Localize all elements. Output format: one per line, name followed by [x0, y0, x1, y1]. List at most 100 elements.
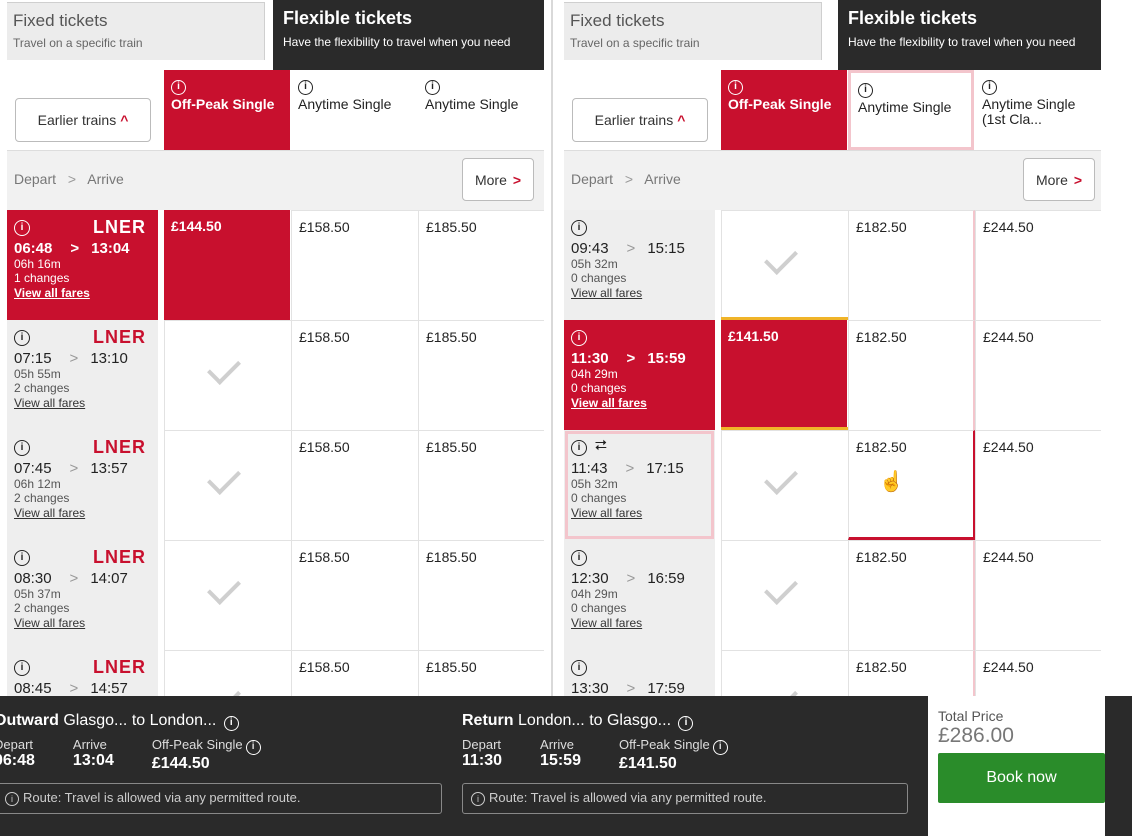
info-icon[interactable]: i: [14, 220, 30, 236]
info-icon[interactable]: i: [712, 740, 728, 755]
train-cell[interactable]: i LNER 08:30 >14:07 05h 37m 2 changes Vie…: [7, 540, 158, 650]
fare-cell[interactable]: £158.50: [291, 540, 418, 650]
fare-cell[interactable]: £158.50: [291, 210, 418, 320]
fare-cell-checkmark[interactable]: [721, 540, 848, 650]
depart-time: 09:43: [571, 240, 609, 257]
outward-ticket: Off-Peak Single i £144.50: [152, 737, 261, 773]
info-icon[interactable]: i: [14, 330, 30, 346]
view-all-fares-link[interactable]: View all fares: [14, 616, 86, 630]
info-icon[interactable]: i: [171, 80, 186, 95]
fare-cell[interactable]: £158.50: [291, 650, 418, 696]
fare-price: £182.50: [856, 329, 907, 345]
column-header-anytime-single[interactable]: i Anytime Single: [848, 70, 974, 150]
info-icon[interactable]: i: [223, 716, 239, 731]
fare-cell-checkmark[interactable]: [721, 210, 848, 320]
fare-cell[interactable]: £182.50: [848, 650, 975, 696]
info-icon[interactable]: i: [571, 550, 587, 566]
changes: 0 changes: [571, 491, 627, 505]
earlier-trains-button[interactable]: Earlier trains ^: [15, 98, 151, 142]
info-icon[interactable]: i: [571, 330, 587, 346]
fare-cell[interactable]: £182.50: [848, 320, 975, 430]
fare-cell-checkmark[interactable]: [721, 650, 848, 696]
info-icon[interactable]: i: [571, 440, 587, 456]
fare-cell[interactable]: £182.50: [848, 540, 975, 650]
train-cell-highlighted[interactable]: i ⮂ 11:43 >17:15 05h 32m 0 changes View a…: [564, 430, 715, 540]
info-icon[interactable]: i: [728, 80, 743, 95]
fare-cell[interactable]: £244.50: [975, 320, 1101, 430]
fare-cell[interactable]: £185.50: [418, 430, 544, 540]
tab-fixed-tickets[interactable]: Fixed tickets Travel on a specific train: [7, 0, 273, 70]
fare-cell[interactable]: £158.50: [291, 430, 418, 540]
fare-cell-hovered[interactable]: £182.50 ☝: [848, 430, 975, 540]
fare-cell-checkmark[interactable]: [164, 650, 291, 696]
fare-cell-checkmark[interactable]: [721, 430, 848, 540]
book-now-button[interactable]: Book now: [938, 753, 1105, 803]
arrive-label: Arrive: [72, 737, 107, 752]
train-row: i ⮂ 11:43 >17:15 05h 32m 0 changes View a…: [564, 430, 1101, 540]
fare-cell-selected[interactable]: £141.50: [721, 320, 847, 430]
fare-cell[interactable]: £185.50: [418, 320, 544, 430]
train-cell[interactable]: i LNER 08:45 >14:57: [7, 650, 158, 696]
view-all-fares-link[interactable]: View all fares: [14, 286, 90, 300]
fare-cell[interactable]: £185.50: [418, 650, 544, 696]
train-cell-selected[interactable]: i 11:30 >15:59 04h 29m 0 changes View all…: [564, 320, 715, 430]
column-header-off-peak-single[interactable]: i Off-Peak Single: [721, 70, 847, 150]
fare-cell-selected[interactable]: £144.50: [164, 210, 290, 320]
view-all-fares-link[interactable]: View all fares: [571, 506, 643, 520]
view-all-fares-link[interactable]: View all fares: [571, 286, 643, 300]
duration: 05h 55m: [14, 367, 61, 381]
tab-fixed-tickets[interactable]: Fixed tickets Travel on a specific train: [564, 0, 830, 70]
fare-cell[interactable]: £158.50: [291, 320, 418, 430]
fare-price: £158.50: [299, 329, 350, 345]
column-header-anytime-single-first-class[interactable]: i Anytime Single (1st Cla...: [975, 70, 1101, 150]
view-all-fares-link[interactable]: View all fares: [14, 506, 86, 520]
fare-cell[interactable]: £244.50: [975, 430, 1101, 540]
chevron-right-icon: >: [70, 240, 80, 257]
column-header-off-peak-single[interactable]: i Off-Peak Single: [164, 70, 290, 150]
fare-cell-checkmark[interactable]: [164, 540, 291, 650]
more-fares-button[interactable]: More >: [1023, 158, 1095, 201]
fare-cell[interactable]: £185.50: [418, 540, 544, 650]
fare-cell[interactable]: £185.50: [418, 210, 544, 320]
column-header-anytime-single[interactable]: i Anytime Single: [418, 70, 544, 150]
checkmark-icon: [764, 241, 798, 275]
depart-label: Depart: [571, 171, 614, 187]
info-icon[interactable]: i: [425, 80, 440, 95]
info-icon[interactable]: i: [982, 80, 997, 95]
fare-cell[interactable]: £182.50: [848, 210, 975, 320]
info-icon[interactable]: i: [678, 716, 694, 731]
info-icon[interactable]: i: [858, 83, 873, 98]
earlier-trains-button[interactable]: Earlier trains ^: [572, 98, 708, 142]
more-fares-button[interactable]: More >: [462, 158, 534, 201]
info-icon[interactable]: i: [14, 440, 30, 456]
info-icon[interactable]: i: [298, 80, 313, 95]
depart-time: 08:45: [14, 680, 52, 696]
train-cell[interactable]: i 13:30 >17:59: [564, 650, 715, 696]
fare-cell[interactable]: £244.50: [975, 210, 1101, 320]
train-cell[interactable]: i LNER 07:45 >13:57 06h 12m 2 changes Vie…: [7, 430, 158, 540]
info-icon[interactable]: i: [245, 740, 261, 755]
fare-cell[interactable]: £244.50: [975, 540, 1101, 650]
view-all-fares-link[interactable]: View all fares: [571, 396, 647, 410]
train-cell-selected[interactable]: i LNER 06:48 >13:04 06h 16m 1 changes Vie…: [7, 210, 158, 320]
arrive-time: 15:59: [540, 752, 581, 769]
view-all-fares-link[interactable]: View all fares: [571, 616, 643, 630]
train-cell[interactable]: i LNER 07:15 >13:10 05h 55m 2 changes Vie…: [7, 320, 158, 430]
fare-price: £244.50: [983, 219, 1034, 235]
column-header-anytime-single[interactable]: i Anytime Single: [291, 70, 417, 150]
info-icon[interactable]: i: [14, 550, 30, 566]
train-cell[interactable]: i 12:30 >16:59 04h 29m 0 changes View all…: [564, 540, 715, 650]
tab-flexible-tickets[interactable]: Flexible tickets Have the flexibility to…: [838, 0, 1101, 70]
fare-cell-checkmark[interactable]: [164, 320, 291, 430]
fare-cell-checkmark[interactable]: [164, 430, 291, 540]
fare-cell[interactable]: £244.50: [975, 650, 1101, 696]
train-cell[interactable]: i 09:43 >15:15 05h 32m 0 changes View all…: [564, 210, 715, 320]
tab-flex-subtitle: Have the flexibility to travel when you …: [283, 35, 511, 49]
arrive-time: 17:59: [647, 680, 685, 696]
info-icon[interactable]: i: [571, 660, 587, 676]
tab-flexible-tickets[interactable]: Flexible tickets Have the flexibility to…: [273, 0, 544, 70]
view-all-fares-link[interactable]: View all fares: [14, 396, 86, 410]
info-icon[interactable]: i: [14, 660, 30, 676]
info-icon[interactable]: i: [571, 220, 587, 236]
